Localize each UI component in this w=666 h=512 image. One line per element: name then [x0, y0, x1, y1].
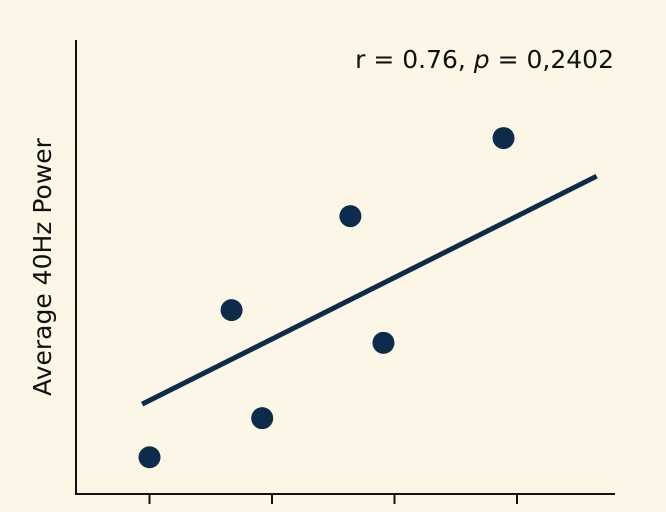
point	[220, 299, 243, 322]
annotation: r = 0.76, p = 0,2402	[355, 45, 614, 74]
y-axis-label: Average 40Hz Power	[28, 137, 57, 396]
fit-line	[141, 173, 598, 407]
point	[138, 446, 161, 469]
annotation-text: p	[473, 45, 490, 74]
point	[372, 331, 395, 354]
point	[251, 407, 274, 430]
annotation-text: r = 0.76,	[355, 45, 474, 74]
point	[339, 205, 362, 228]
point	[492, 127, 515, 150]
annotation-text: = 0,2402	[490, 45, 614, 74]
